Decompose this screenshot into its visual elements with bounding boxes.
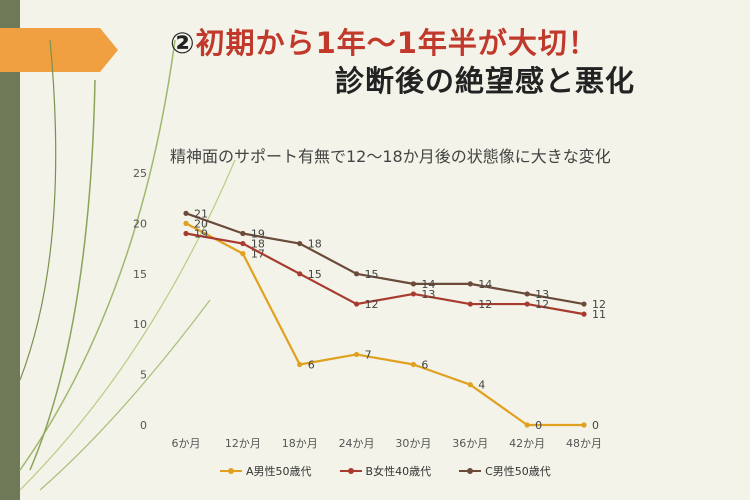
data-label: 19 [251,227,265,240]
data-point [240,240,246,247]
y-tick-label: 25 [133,167,147,180]
series-line [185,222,584,427]
data-point [240,230,246,237]
chart-legend: A男性50歳代 B女性40歳代 C男性50歳代 [220,463,551,479]
legend-item-a: A男性50歳代 [220,463,312,479]
data-point [353,301,360,307]
data-point [183,230,189,237]
data-point [410,281,417,287]
data-label: 6 [421,359,428,372]
data-point [410,361,417,368]
legend-swatch-a [220,466,242,476]
x-tick-label: 24か月 [339,437,375,450]
data-point [524,422,530,428]
data-point [297,271,303,277]
x-tick-label: 12か月 [225,437,261,450]
data-point [353,271,360,277]
title-line-1: ②初期から1年～1年半が大切！ [170,20,598,62]
data-point [524,291,530,297]
data-label: 12 [535,298,549,311]
legend-label-a: A男性50歳代 [246,465,312,478]
y-tick-label: 20 [133,217,147,230]
data-label: 14 [478,278,492,291]
data-label: 21 [194,207,208,220]
y-tick-label: 0 [140,419,147,432]
y-tick-label: 10 [133,318,147,331]
data-label: 4 [478,379,485,392]
data-point [467,382,473,388]
x-tick-label: 42か月 [509,437,545,450]
data-point [353,351,360,358]
data-label: 15 [308,268,322,281]
data-point [240,251,246,257]
data-point [410,291,417,297]
chart-title: 精神面のサポート有無で12～18か月後の状態像に大きな変化 [170,147,611,166]
y-tick-label: 15 [133,268,147,281]
data-point [467,281,473,287]
data-label: 0 [535,419,542,432]
data-label: 11 [592,308,606,321]
x-tick-label: 6か月 [172,437,201,450]
x-tick-label: 48か月 [566,437,602,450]
series-line [185,212,585,306]
data-label: 12 [592,298,606,311]
data-label: 0 [592,419,599,432]
data-point [467,301,473,307]
data-label: 6 [308,359,315,372]
data-point [183,220,189,226]
data-point [581,311,587,317]
data-label: 18 [308,238,322,251]
left-accent-bar [0,0,20,500]
data-label: 12 [365,298,379,311]
data-point [297,240,303,247]
data-label: 7 [365,348,372,361]
data-label: 13 [421,288,435,301]
title-line-2: 診断後の絶望感と悪化 [335,64,636,98]
data-label: 18 [251,238,265,251]
data-point [581,301,587,307]
legend-item-b: B女性40歳代 [339,463,432,479]
legend-swatch-c [459,466,482,476]
x-tick-label: 30か月 [395,437,431,450]
title-number: ② [170,26,196,60]
data-label: 14 [421,278,435,291]
x-tick-label: 18か月 [282,437,318,450]
x-tick-label: 36か月 [452,437,488,450]
legend-item-c: C男性50歳代 [459,463,551,479]
data-label: 19 [194,227,208,240]
series-line [185,232,585,316]
legend-label-b: B女性40歳代 [365,465,432,478]
data-point [183,210,189,216]
data-label: 13 [535,288,549,301]
y-tick-label: 5 [140,369,147,382]
data-point [524,301,530,307]
data-label: 15 [365,268,379,281]
legend-swatch-b [339,466,362,476]
data-point [581,422,587,428]
data-label: 12 [478,298,492,311]
data-point [297,361,303,368]
legend-label-c: C男性50歳代 [485,465,551,478]
title-text-1: 初期から1年～1年半が大切！ [195,26,598,60]
